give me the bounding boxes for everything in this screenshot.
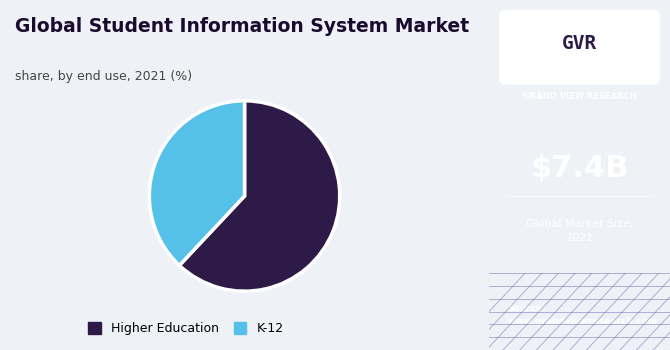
Text: Global Market Size,
2021: Global Market Size, 2021 [526,219,633,243]
Text: Global Student Information System Market: Global Student Information System Market [15,18,469,36]
Text: $7.4B: $7.4B [531,154,628,182]
Wedge shape [180,101,340,291]
Text: Source:
www.grandviewresearch.com: Source: www.grandviewresearch.com [507,304,657,326]
Text: GRAND VIEW RESEARCH: GRAND VIEW RESEARCH [523,92,636,101]
Text: share, by end use, 2021 (%): share, by end use, 2021 (%) [15,70,192,83]
Text: GVR: GVR [562,34,597,53]
FancyBboxPatch shape [500,10,659,84]
Wedge shape [149,101,245,265]
Legend: Higher Education, K-12: Higher Education, K-12 [83,317,288,340]
